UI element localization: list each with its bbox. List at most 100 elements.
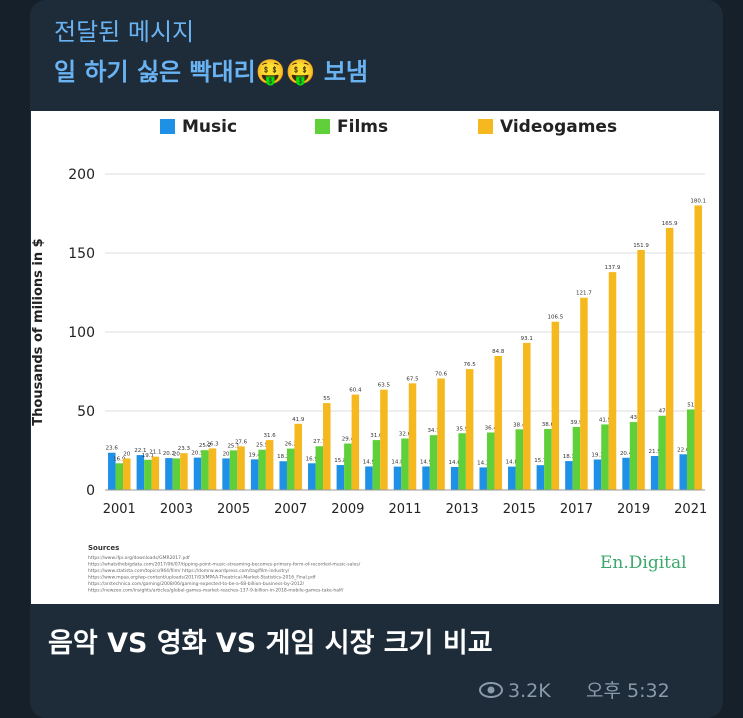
x-tick-label: 2005 xyxy=(217,502,250,517)
bar xyxy=(323,403,331,490)
value-label: 55 xyxy=(323,396,330,402)
logo: En.Digital xyxy=(600,553,687,573)
value-label: 19.3 xyxy=(591,453,604,459)
value-label: 19.1 xyxy=(142,453,154,459)
value-label: 22.6 xyxy=(677,447,690,453)
bar xyxy=(308,463,316,490)
y-tick-label: 100 xyxy=(68,325,95,341)
bar xyxy=(679,454,687,490)
source-line: https://newzoo.com/insights/articles/glo… xyxy=(88,588,344,594)
bar xyxy=(508,466,516,490)
bar xyxy=(408,383,417,490)
value-label: 20 xyxy=(123,451,130,457)
value-label: 76.5 xyxy=(464,362,477,368)
bar xyxy=(650,456,659,490)
legend-label: Music xyxy=(182,117,237,137)
value-label: 67.5 xyxy=(406,376,419,382)
bar xyxy=(115,463,124,490)
views: 3.2K xyxy=(508,680,551,702)
time: 오후 5:32 xyxy=(586,680,670,702)
value-label: 14.8 xyxy=(391,460,404,466)
value-label: 47 xyxy=(659,409,666,415)
bar xyxy=(544,429,552,490)
source-line: https://www.statista.com/topics/964/film… xyxy=(88,568,290,574)
value-label: 27.6 xyxy=(235,439,248,445)
bar xyxy=(422,466,430,490)
bar xyxy=(465,369,474,490)
legend-label: Films xyxy=(337,117,388,137)
sender[interactable]: 일 하기 싫은 빡대리🤑🤑 보냄 xyxy=(54,58,368,86)
bar xyxy=(450,466,459,490)
legend-label: Videogames xyxy=(500,117,617,137)
value-label: 20.5 xyxy=(191,451,204,457)
bar xyxy=(201,450,209,490)
bar xyxy=(372,440,381,490)
value-label: 20 xyxy=(223,451,230,457)
chart-image[interactable] xyxy=(31,111,719,604)
forwarded-label: 전달된 메시지 xyxy=(54,18,194,46)
x-tick-label: 2015 xyxy=(503,502,536,517)
value-label: 34.7 xyxy=(427,428,440,434)
value-label: 26.2 xyxy=(285,442,297,448)
value-label: 106.5 xyxy=(547,315,563,321)
x-tick-label: 2019 xyxy=(617,502,650,517)
bar xyxy=(315,446,324,490)
value-label: 14.3 xyxy=(477,460,490,466)
value-label: 21.5 xyxy=(649,449,662,455)
x-tick-label: 2011 xyxy=(388,502,421,517)
bar xyxy=(250,459,259,490)
value-label: 93.1 xyxy=(521,336,533,342)
bar xyxy=(658,415,666,490)
value-label: 27.7 xyxy=(313,439,326,445)
bar xyxy=(515,429,524,490)
y-axis-label: Thousands of milions in $ xyxy=(31,238,46,425)
bar xyxy=(486,432,495,490)
bar xyxy=(629,422,638,490)
value-label: 121.7 xyxy=(576,291,592,297)
value-label: 38.6 xyxy=(542,422,555,428)
value-label: 31.6 xyxy=(264,433,277,439)
bar xyxy=(479,467,487,490)
value-label: 20.2 xyxy=(163,451,175,457)
bar xyxy=(144,459,152,490)
value-label: 25.5 xyxy=(256,443,269,449)
value-label: 15.7 xyxy=(534,458,547,464)
views-icon xyxy=(479,682,503,698)
x-tick-label: 2021 xyxy=(674,502,707,517)
value-label: 35.9 xyxy=(456,426,469,432)
value-label: 25.1 xyxy=(227,443,239,449)
bar xyxy=(494,356,502,490)
bar xyxy=(193,457,202,490)
bar xyxy=(572,426,581,490)
value-label: 31.6 xyxy=(370,433,383,439)
bar xyxy=(458,433,466,490)
value-label: 21.1 xyxy=(149,450,161,456)
value-label: 14.6 xyxy=(449,460,462,466)
bar xyxy=(580,297,588,490)
value-label: 151.9 xyxy=(633,243,649,249)
value-label: 41.5 xyxy=(599,417,612,423)
value-label: 23.6 xyxy=(106,446,119,452)
bar xyxy=(622,457,630,490)
value-label: 22.1 xyxy=(134,448,146,454)
x-tick-label: 2013 xyxy=(446,502,479,517)
value-label: 15.8 xyxy=(334,458,347,464)
value-label: 84.8 xyxy=(492,349,505,355)
bar xyxy=(336,465,345,490)
bar xyxy=(565,461,573,490)
source-line: https://arstechnica.com/gaming/2008/06/g… xyxy=(88,581,305,587)
value-label: 14.8 xyxy=(506,460,519,466)
x-tick-label: 2003 xyxy=(160,502,193,517)
value-label: 137.9 xyxy=(605,265,621,271)
bar xyxy=(265,440,274,490)
bar xyxy=(523,342,531,490)
bar xyxy=(380,389,388,490)
legend-swatch xyxy=(478,119,493,134)
value-label: 29.4 xyxy=(342,437,355,443)
bar xyxy=(401,438,409,490)
bar xyxy=(437,378,445,490)
bar xyxy=(151,456,160,490)
x-tick-label: 2017 xyxy=(560,502,593,517)
value-label: 18.3 xyxy=(563,454,576,460)
